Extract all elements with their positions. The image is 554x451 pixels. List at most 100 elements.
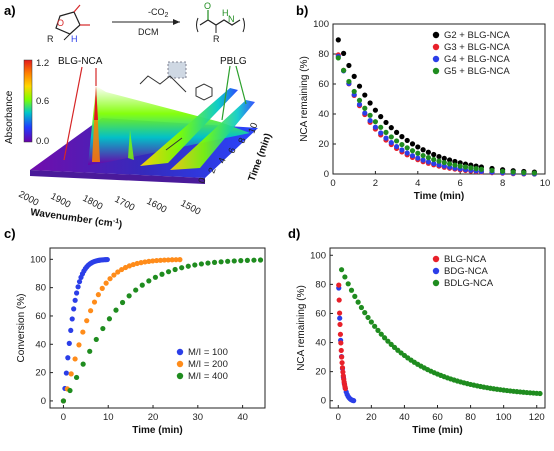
data-point bbox=[436, 153, 442, 160]
y-tick-label: 40 bbox=[35, 339, 46, 350]
data-point bbox=[378, 114, 384, 120]
data-point bbox=[72, 297, 78, 303]
data-point bbox=[351, 73, 357, 79]
x-tick-label: 80 bbox=[465, 412, 476, 423]
data-point bbox=[65, 355, 71, 361]
data-point bbox=[87, 348, 93, 354]
product-carbonyl-o: O bbox=[204, 1, 211, 11]
data-point bbox=[399, 141, 405, 148]
data-point bbox=[244, 257, 250, 263]
data-point bbox=[372, 323, 378, 329]
data-point bbox=[365, 314, 371, 321]
product-structure: O H N R bbox=[196, 1, 245, 44]
data-point bbox=[473, 166, 479, 172]
wavenumber-tick: 1700 bbox=[113, 194, 137, 214]
data-point bbox=[337, 315, 343, 321]
colorbar: 1.2 0.6 0.0 Absorbance bbox=[4, 58, 49, 147]
data-point bbox=[367, 117, 373, 124]
data-point bbox=[115, 269, 121, 275]
data-point bbox=[60, 398, 67, 404]
data-point bbox=[336, 310, 343, 316]
data-point bbox=[192, 262, 198, 268]
data-point bbox=[74, 290, 80, 296]
wavenumber-tick: 1600 bbox=[145, 196, 169, 216]
data-point bbox=[337, 331, 344, 337]
legend-entry: BDLG-NCA bbox=[444, 278, 494, 289]
y-tick-label: 20 bbox=[315, 367, 326, 378]
product-amine: H bbox=[222, 8, 229, 18]
data-point bbox=[88, 308, 94, 314]
data-point bbox=[441, 155, 447, 161]
data-point bbox=[103, 280, 109, 286]
x-tick-label: 2 bbox=[373, 178, 378, 189]
plot-frame bbox=[332, 23, 546, 175]
legend-entry: G5 + BLG-NCA bbox=[444, 66, 510, 77]
data-point bbox=[211, 259, 218, 265]
data-point bbox=[93, 336, 99, 343]
data-point bbox=[420, 147, 426, 153]
data-point bbox=[352, 293, 358, 299]
legend-marker bbox=[432, 31, 440, 39]
data-point bbox=[415, 150, 421, 156]
time-tick: 0 bbox=[196, 176, 208, 185]
data-point bbox=[385, 338, 391, 344]
data-point bbox=[133, 287, 139, 293]
y-axis-label: NCA remaining (%) bbox=[299, 56, 310, 142]
data-point bbox=[134, 260, 140, 267]
legend-marker bbox=[432, 255, 440, 263]
data-point bbox=[362, 310, 368, 316]
data-point bbox=[404, 137, 410, 144]
wavenumber-tick: 1500 bbox=[179, 198, 203, 218]
legend-entry: BLG-NCA bbox=[444, 254, 487, 265]
legend-marker bbox=[432, 279, 440, 287]
data-point bbox=[420, 157, 426, 163]
data-point bbox=[537, 390, 543, 397]
data-point bbox=[342, 385, 348, 392]
y-tick-label: 60 bbox=[35, 311, 46, 322]
data-point bbox=[138, 260, 144, 266]
legend-marker bbox=[176, 360, 184, 368]
reaction-condition-bottom: DCM bbox=[138, 27, 159, 37]
data-point bbox=[157, 257, 164, 263]
data-point bbox=[425, 159, 431, 165]
data-point bbox=[152, 274, 159, 280]
data-point bbox=[431, 160, 437, 167]
data-point bbox=[80, 361, 86, 367]
y-tick-label: 100 bbox=[310, 250, 326, 261]
data-point bbox=[66, 340, 72, 346]
data-point bbox=[372, 124, 378, 130]
data-point bbox=[99, 285, 105, 291]
y-tick-label: 20 bbox=[318, 139, 329, 150]
data-point bbox=[84, 318, 90, 324]
time-tick: 8 bbox=[236, 136, 248, 145]
data-point bbox=[351, 88, 357, 95]
data-point bbox=[104, 256, 110, 263]
data-point bbox=[71, 306, 77, 312]
data-point bbox=[107, 276, 113, 282]
time-tick: 2 bbox=[206, 166, 218, 175]
data-point bbox=[205, 260, 211, 266]
data-point bbox=[436, 162, 442, 168]
x-tick-label: 40 bbox=[237, 412, 248, 423]
svg-text:H: H bbox=[71, 34, 78, 44]
data-point bbox=[100, 325, 106, 332]
panel-label-b: b) bbox=[296, 3, 308, 18]
data-point bbox=[367, 112, 373, 118]
data-point bbox=[119, 266, 125, 273]
time-label: Time (min) bbox=[246, 132, 274, 183]
data-point bbox=[345, 281, 351, 287]
data-point bbox=[489, 167, 495, 174]
legend-entry: M/I = 100 bbox=[188, 347, 228, 358]
data-point bbox=[346, 62, 352, 69]
data-point bbox=[415, 155, 421, 161]
x-tick-label: 20 bbox=[366, 412, 377, 423]
data-point bbox=[521, 170, 527, 176]
data-point bbox=[179, 265, 185, 271]
data-point bbox=[68, 327, 74, 334]
data-point bbox=[409, 141, 416, 147]
panel-c-chart: 0 10 20 30 40 0 20 40 60 80 100 Time (min) Conversio… bbox=[16, 247, 266, 436]
legend-entry: M/I = 400 bbox=[188, 371, 228, 382]
data-point bbox=[356, 101, 363, 108]
data-point bbox=[436, 158, 442, 164]
colorbar-tick-high: 1.2 bbox=[36, 58, 49, 69]
